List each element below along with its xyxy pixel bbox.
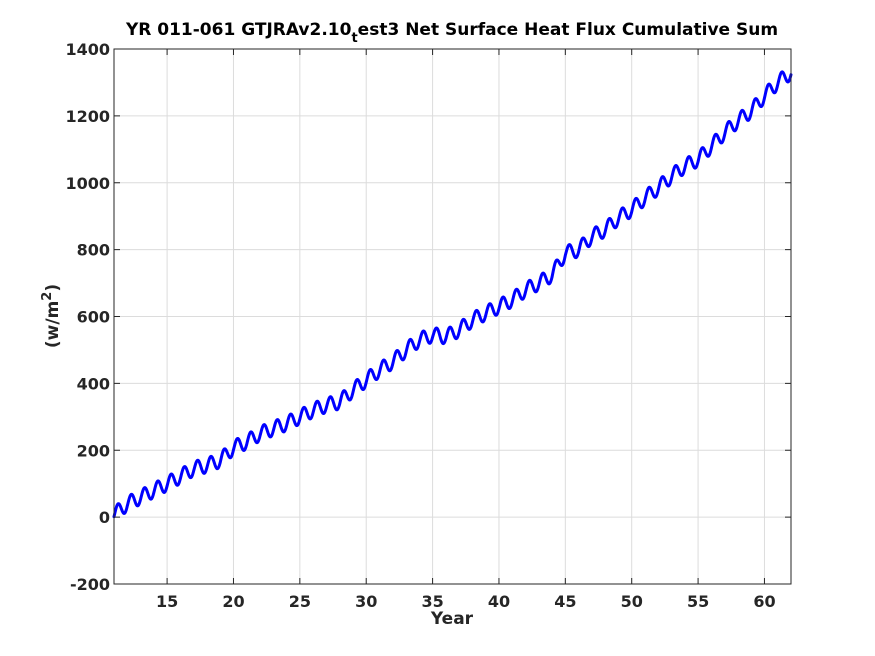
y-axis-title-superscript: 2 (40, 292, 55, 301)
y-axis-ticks (114, 48, 791, 585)
chart-title-suffix: est3 Net Surface Heat Flux Cumulative Su… (358, 20, 778, 40)
y-axis-tick-labels: -200 0 200 400 600 800 1000 1200 1400 (65, 40, 110, 594)
chart-title: YR 011-061 GTJRAv2.10test3 Net Surface H… (125, 20, 778, 46)
x-tick-label: 20 (222, 592, 244, 611)
chart-title-subscript: t (351, 31, 357, 46)
series-layer (112, 70, 793, 519)
x-tick-label: 60 (753, 592, 775, 611)
chart-title-prefix: YR 011-061 GTJRAv2.10 (125, 20, 352, 40)
y-tick-label: 1200 (65, 107, 110, 126)
y-axis-title-prefix: (w/m (43, 301, 63, 348)
y-tick-label: -200 (70, 575, 110, 594)
x-tick-label: 30 (355, 592, 377, 611)
x-axis-ticks (166, 49, 765, 584)
y-tick-label: 600 (77, 308, 110, 327)
y-axis-title: (w/m2) (40, 284, 63, 348)
y-tick-label: 200 (77, 441, 110, 460)
y-tick-label: 800 (77, 241, 110, 260)
y-axis-title-suffix: ) (43, 284, 63, 292)
x-tick-label: 55 (687, 592, 709, 611)
x-tick-label: 40 (488, 592, 510, 611)
x-tick-label: 15 (156, 592, 178, 611)
y-tick-label: 1400 (65, 40, 110, 59)
y-tick-label: 0 (99, 508, 110, 527)
y-tick-label: 1000 (65, 174, 110, 193)
x-axis-title: Year (430, 609, 474, 629)
x-tick-label: 25 (289, 592, 311, 611)
x-axis-tick-labels: 15 20 25 30 35 40 45 50 55 60 (156, 592, 776, 611)
y-tick-label: 400 (77, 374, 110, 393)
x-tick-label: 35 (421, 592, 443, 611)
series-line (112, 70, 793, 519)
x-tick-label: 50 (621, 592, 643, 611)
x-tick-label: 45 (554, 592, 576, 611)
